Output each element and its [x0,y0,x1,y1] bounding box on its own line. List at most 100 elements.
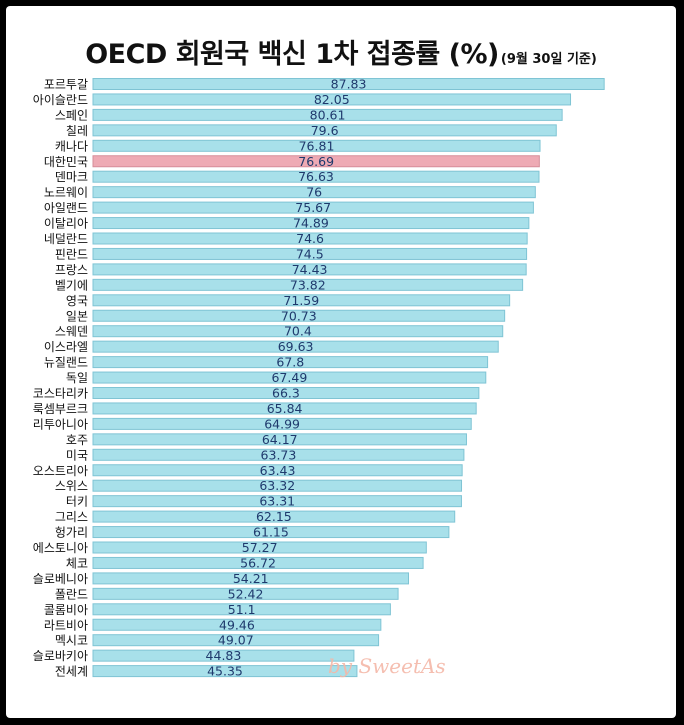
category-label: 터키 [66,495,88,509]
bar [92,634,380,647]
value-label: 79.6 [311,123,339,138]
bar [92,526,450,539]
value-label: 64.17 [262,432,298,447]
chart-title: OECD 회원국 백신 1차 접종률 (%) [85,39,499,70]
category-label: 에스토니아 [33,541,88,555]
bar [92,108,563,121]
category-label: 네덜란드 [44,232,88,246]
category-label: 스웨덴 [55,325,88,339]
chart-frame: OECD 회원국 백신 1차 접종률 (%) (9월 30일 기준) 포르투갈 87… [6,6,676,718]
category-label: 룩셈부르크 [33,402,88,416]
chart-subtitle: (9월 30일 기준) [500,52,597,67]
category-label: 스위스 [55,479,88,493]
category-label: 그리스 [55,510,88,524]
value-label: 61.15 [253,525,289,540]
chart-title-group: OECD 회원국 백신 1차 접종률 (%) (9월 30일 기준) [6,32,676,71]
value-label: 74.43 [292,262,328,277]
bar [92,294,511,307]
category-label: 오스트리아 [33,464,88,478]
value-label: 87.83 [331,77,367,92]
bar [92,603,391,616]
category-label: 호주 [66,433,88,447]
value-label: 57.27 [242,540,278,555]
category-label: 코스타리카 [33,387,88,401]
bar [92,448,465,461]
bar [92,495,462,508]
value-label: 63.32 [259,478,295,493]
value-label: 71.59 [283,293,319,308]
category-label: 콜롬비아 [44,603,88,617]
category-label: 스페인 [55,108,88,122]
category-label: 미국 [66,448,88,462]
bar [92,618,382,631]
bar [92,247,528,260]
bar [92,278,524,291]
bar [92,587,399,600]
category-label: 벨기에 [55,278,88,292]
value-label: 51.1 [228,602,256,617]
category-label: 아이슬란드 [33,93,88,107]
value-label: 76.81 [299,138,335,153]
category-label: 이탈리아 [44,217,88,231]
value-label: 80.61 [310,107,346,122]
category-label: 멕시코 [55,634,88,648]
category-label: 뉴질랜드 [44,356,88,370]
bar [92,201,534,214]
value-label: 82.05 [314,92,350,107]
category-label: 덴마크 [55,170,88,184]
value-label: 62.15 [256,509,292,524]
bar [92,217,530,230]
bar [92,186,536,199]
category-label: 노르웨이 [44,186,88,200]
value-label: 63.43 [260,463,296,478]
value-label: 64.99 [264,416,300,431]
bar [92,572,410,585]
bar [92,124,557,137]
value-label: 76.69 [298,154,334,169]
bar-highlight [92,155,540,168]
value-label: 67.8 [276,355,304,370]
bar [92,665,358,678]
value-label: 49.07 [218,633,254,648]
value-label: 66.3 [272,386,300,401]
bar [92,232,528,245]
category-label: 리투아니아 [33,417,88,431]
category-label: 프랑스 [55,263,88,277]
bar [92,417,472,430]
bar [92,510,456,523]
watermark: by SweetAs [328,654,446,678]
bar [92,139,541,152]
value-label: 56.72 [240,555,276,570]
value-label: 76 [306,185,322,200]
bar [92,464,463,477]
category-label: 영국 [66,294,88,308]
category-label: 슬로베니아 [33,572,88,586]
category-label: 일본 [66,309,88,323]
bar [92,433,467,446]
bar [92,263,527,276]
bar [92,649,355,662]
value-label: 69.63 [278,339,314,354]
bar [92,325,504,338]
category-label: 헝가리 [55,526,88,540]
category-label: 독일 [66,371,88,385]
value-label: 74.6 [296,231,324,246]
value-label: 76.63 [298,169,334,184]
category-label: 핀란드 [55,247,88,261]
bar [92,356,489,369]
bar [92,340,499,353]
value-label: 67.49 [271,370,307,385]
category-label: 폴란드 [55,587,88,601]
category-label: 캐나다 [55,139,88,153]
value-label: 54.21 [233,571,269,586]
category-label: 라트비아 [44,618,88,632]
value-label: 74.89 [293,216,329,231]
bar [92,170,540,183]
bar [92,371,487,384]
bar [92,541,427,554]
value-label: 45.35 [207,664,243,679]
value-label: 63.31 [259,494,295,509]
value-label: 52.42 [228,586,264,601]
value-label: 75.67 [295,200,331,215]
category-label: 슬로바키아 [33,649,88,663]
